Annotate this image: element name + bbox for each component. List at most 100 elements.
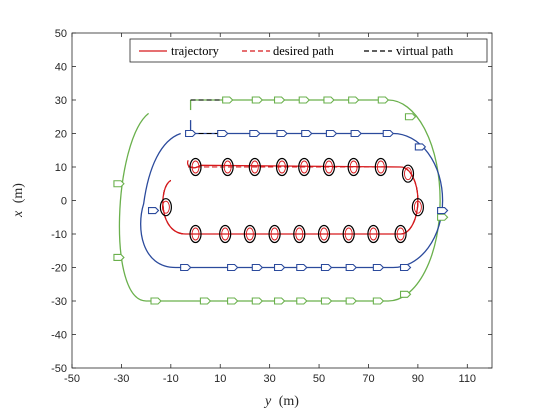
leader-vessel-marker	[189, 224, 202, 244]
leader-vessel-marker	[159, 198, 172, 217]
legend-trajectory-label: trajectory	[171, 44, 220, 58]
blue-vessel-marker	[227, 263, 239, 272]
legend-virtual-label: virtual path	[396, 44, 454, 58]
leader-vessel-marker	[367, 224, 380, 244]
leader-vessel-marker	[243, 224, 256, 244]
leader-vessel-inner	[270, 227, 279, 241]
green-vessel-marker	[251, 96, 264, 104]
blue-vessel-marker	[217, 129, 229, 138]
y-tick-label: -20	[51, 263, 67, 275]
y-axis-symbol: x	[11, 210, 26, 218]
green-vessel-marker	[345, 297, 357, 305]
legend-desired-label: desired path	[273, 44, 334, 58]
green-vessel-marker	[273, 96, 286, 104]
legend: trajectory desired path virtual path	[129, 38, 488, 63]
blue-vessel-marker	[276, 129, 288, 138]
green-vessel-marker	[404, 113, 417, 121]
leader-vessel-marker	[317, 224, 331, 244]
green-vessel-marker	[227, 297, 239, 305]
leader-vessel-inner	[245, 227, 254, 241]
blue-vessel-marker	[185, 129, 197, 138]
blue-vessel-marker	[414, 143, 427, 151]
leader-vessel-marker	[347, 157, 360, 177]
green-vessel-marker	[298, 96, 311, 104]
plot-area	[71, 32, 493, 369]
leader-vessel-inner	[320, 227, 328, 241]
blue-vessel-marker	[296, 263, 308, 272]
leader-vessel-inner	[413, 200, 422, 214]
leader-vessel-inner	[221, 227, 230, 241]
leader-vessel-inner	[396, 227, 405, 241]
trajectory-line	[162, 160, 419, 235]
y-tick-label: -40	[51, 330, 67, 342]
blue-track-line	[140, 132, 444, 269]
green-vessel-marker	[150, 297, 162, 305]
blue-vessel-marker	[249, 129, 261, 138]
y-tick-label: 10	[55, 162, 67, 174]
y-tick-label: -30	[51, 296, 67, 308]
blue-vessel-marker	[399, 263, 412, 272]
blue-vessel-marker	[301, 129, 313, 138]
x-tick-label: -30	[113, 373, 129, 385]
green-vessel-marker	[348, 96, 360, 104]
blue-vessel-marker	[251, 263, 264, 272]
green-vessel-marker	[377, 96, 390, 104]
green-vessel-marker	[437, 213, 449, 221]
legend-box	[129, 38, 488, 63]
leader-vessel-inner	[161, 200, 170, 214]
leader-vessel-inner	[295, 227, 304, 241]
y-tick-label: 0	[61, 196, 67, 208]
blue-vessel-marker	[437, 207, 449, 215]
leader-vessel-inner	[349, 160, 358, 174]
x-tick-label: 70	[362, 373, 374, 385]
x-axis-symbol: y	[263, 394, 272, 409]
blue-vessel-marker	[350, 129, 362, 138]
y-axis-label: x (m)	[11, 183, 26, 218]
leader-vessel-marker	[268, 224, 281, 244]
leader-vessel-inner	[223, 160, 232, 174]
y-tick-label: 40	[55, 62, 67, 74]
green-vessel-marker	[399, 290, 412, 298]
blue-vessel-marker	[382, 129, 395, 138]
x-axis-unit: (m)	[279, 394, 300, 409]
y-tick-label: 30	[55, 95, 67, 107]
green-vessel-marker	[372, 297, 385, 305]
blue-vessel-marker	[325, 129, 338, 138]
blue-vessel-marker	[345, 263, 357, 272]
y-tick-label: -10	[51, 229, 67, 241]
leader-vessel-marker	[401, 164, 415, 183]
blue-vessel-marker	[273, 263, 286, 272]
green-vessel-marker	[113, 253, 125, 261]
blue-vessel-marker	[372, 263, 385, 272]
y-tick-label: -50	[51, 363, 67, 375]
y-axis-unit: (m)	[11, 183, 26, 204]
x-tick-label: 110	[459, 373, 477, 385]
green-vessel-marker	[199, 297, 212, 305]
leader-vessel-inner	[250, 160, 259, 174]
green-vessel-marker	[273, 297, 286, 305]
green-vessel-marker	[251, 297, 264, 305]
leader-vessel-marker	[374, 157, 387, 177]
leader-vessel-inner	[324, 160, 333, 174]
green-vessel-marker	[113, 180, 125, 188]
green-track-line	[118, 99, 441, 302]
leader-vessel-inner	[344, 227, 353, 241]
x-axis-label: y (m)	[263, 394, 299, 409]
y-tick-label: 20	[55, 129, 67, 141]
leader-vessel-marker	[322, 157, 336, 177]
x-tick-label: 10	[214, 373, 226, 385]
leader-vessel-marker	[342, 224, 355, 244]
leader-vessel-inner	[278, 160, 286, 174]
leader-vessel-marker	[298, 157, 311, 177]
leader-vessel-inner	[300, 160, 309, 174]
leader-vessel-marker	[248, 157, 261, 177]
leader-vessel-inner	[404, 167, 412, 181]
blue-vessel-marker	[147, 207, 160, 215]
y-tick-label: 50	[55, 28, 67, 40]
leader-vessel-marker	[189, 157, 202, 177]
blue-vessel-marker	[180, 263, 192, 272]
x-tick-label: 90	[412, 373, 424, 385]
green-vessel-marker	[323, 96, 335, 104]
leader-vessel-marker	[394, 224, 407, 244]
x-tick-label: -50	[64, 373, 80, 385]
